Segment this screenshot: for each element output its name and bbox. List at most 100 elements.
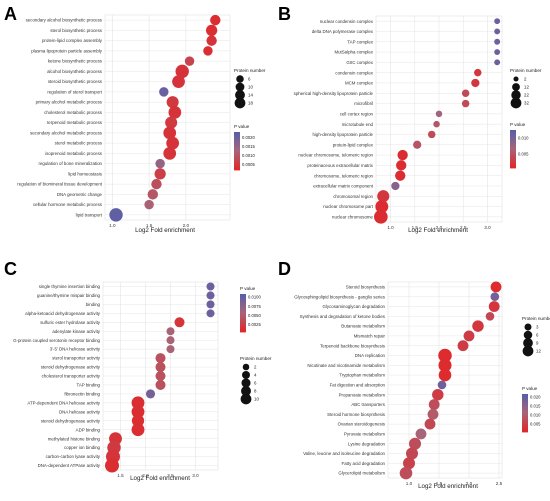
category-label: TAP complex [347,39,374,44]
data-point [151,178,162,190]
colorbar-segment [522,414,528,417]
data-point [433,120,440,128]
category-label: delta DNA polymerase complex [312,29,374,34]
colorbar-segment [510,152,516,155]
size-legend-dot [235,82,245,92]
colorbar-segment [234,146,240,149]
category-label: Tryptophan metabolism [339,373,385,378]
colorbar-segment [510,133,516,136]
data-point [144,199,154,210]
data-point [395,170,406,181]
category-label: guanine/thymine mispair binding [37,293,101,298]
data-point [166,345,175,354]
colorbar-segment [522,401,528,404]
category-label: Lysine degradation [348,441,385,446]
data-point [432,388,444,401]
size-legend-dot [510,97,522,109]
colorbar-tick-label: 0.0020 [242,135,255,140]
data-point [147,189,158,200]
data-point [165,116,178,129]
x-axis-label: Log2 Fold enrichment [418,483,478,490]
data-point [391,181,400,191]
data-point [155,353,166,364]
category-label: single thymine insertion binding [39,284,101,289]
size-legend-label: 6 [248,77,251,82]
colorbar-segment [522,425,528,428]
category-label: steroid dehydrogenase activity [41,418,101,423]
category-label: ketone biosynthetic process [48,59,103,64]
data-point [155,379,166,390]
size-legend-label: 10 [248,85,253,90]
colorbar-segment [234,162,240,165]
size-legend-title: Protein number [522,316,550,321]
data-point [172,75,185,88]
data-point [155,370,166,382]
category-label: terpenoid metabolic process [47,120,103,125]
colorbar-segment [522,400,528,403]
colorbar-segment [234,138,240,141]
data-point [474,68,482,77]
category-label: high-density lipoprotein particle [312,132,373,137]
data-point [159,87,169,97]
category-label: Mismatch repair [354,334,386,339]
category-label: primary alcohol metabolic process [36,100,103,105]
colorbar-segment [240,313,246,315]
colorbar-segment [234,141,240,144]
data-point [166,136,180,150]
category-label: steroid dehydrogenase activity [41,365,101,370]
colorbar-segment [240,305,246,308]
colorbar-segment [240,319,246,322]
colorbar-segment [510,149,516,151]
x-tick-label: 1.0 [387,225,394,230]
category-label: nuclear chromosome, telomeric region [298,153,373,158]
data-point [427,408,439,420]
colorbar-segment [234,147,240,150]
category-label: cholesterol metabolic process [44,110,103,115]
colorbar-segment [234,158,240,161]
colorbar-segment [234,163,240,166]
category-label: DNA helicase activity [59,409,101,414]
category-label: Propanoate metabolism [339,392,386,397]
size-legend-label: 14 [248,93,253,98]
category-label: TAP binding [76,383,100,388]
category-label: sterol transporter activity [52,356,101,361]
data-point [155,362,166,373]
data-point [206,291,215,300]
x-tick-label: 2.0 [183,223,190,228]
data-point [131,405,145,419]
size-legend-label: 10 [254,397,259,402]
category-label: lipid homeostasis [68,171,102,176]
colorbar-segment [510,144,516,147]
colorbar-segment [234,165,240,168]
data-point [438,358,452,372]
colorbar-segment [234,157,240,160]
colorbar-segment [510,153,516,156]
colorbar-segment [510,145,516,148]
colorbar-segment [240,327,246,330]
colorbar-segment [510,160,516,163]
colorbar-segment [522,405,528,408]
data-point [424,418,436,430]
colorbar-segment [522,409,528,412]
panel-c: C 1.5 2.0 2.5 3.0 single thymine insertion b… [4,259,272,482]
panel-letter: B [278,4,291,24]
category-label: copper ion binding [64,445,100,450]
category-label: 3'-5' DNA helicase activity [50,347,101,352]
data-point [166,336,175,345]
category-label: plasma lipoprotein particle assembly [31,48,103,53]
colorbar-segment [510,156,516,159]
x-tick-label: 1.5 [117,473,124,478]
category-label: nuclear chromosome part [323,204,374,209]
colorbar-segment [522,395,528,398]
x-tick-label: 1.5 [436,481,443,486]
panel-b: B 1.0 1.5 2.0 2.5 3.0 nuclear condensin compl… [278,4,542,234]
size-legend-dot [522,345,534,357]
category-label: binding [86,302,101,307]
colorbar-segment [240,308,246,311]
category-label: cell cortex region [340,111,374,116]
category-label: regulation of biomineral tissue developm… [17,182,102,187]
colorbar-segment [522,403,528,406]
colorbar-tick-label: 0.0005 [242,162,255,167]
category-label: alcohol biosynthetic process [47,69,103,74]
data-point [457,340,469,352]
